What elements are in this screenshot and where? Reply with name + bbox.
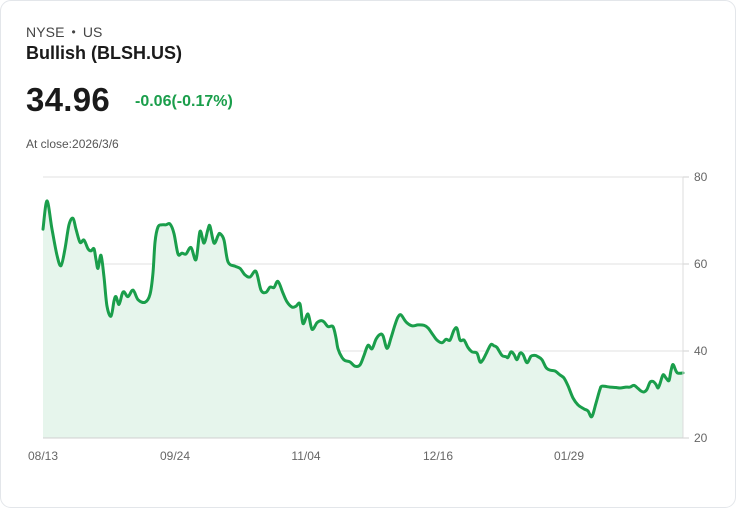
separator-dot: • — [71, 25, 76, 39]
price-area-fill — [43, 200, 683, 438]
y-tick-label: 80 — [694, 170, 708, 184]
y-tick-label: 60 — [694, 257, 708, 271]
x-tick-label: 12/16 — [423, 449, 453, 463]
y-axis: 80 60 40 20 — [43, 170, 708, 445]
stock-title: Bullish (BLSH.US) — [26, 43, 182, 63]
y-tick-label: 20 — [694, 431, 708, 445]
current-price: 34.96 — [26, 81, 111, 118]
exchange-name: NYSE — [26, 24, 65, 40]
price-change: -0.06(-0.17%) — [135, 93, 233, 110]
x-tick-label: 08/13 — [28, 449, 58, 463]
exchange-line: NYSE • US — [26, 24, 103, 40]
market-name: US — [82, 24, 103, 40]
y-tick-label: 40 — [694, 344, 708, 358]
x-axis: 08/13 09/24 11/04 12/16 01/29 — [28, 449, 584, 463]
close-timestamp: At close:2026/3/6 — [26, 137, 119, 151]
x-tick-label: 11/04 — [291, 449, 320, 463]
x-tick-label: 09/24 — [160, 449, 190, 463]
price-line[interactable] — [41, 199, 685, 419]
x-tick-label: 01/29 — [554, 449, 584, 463]
